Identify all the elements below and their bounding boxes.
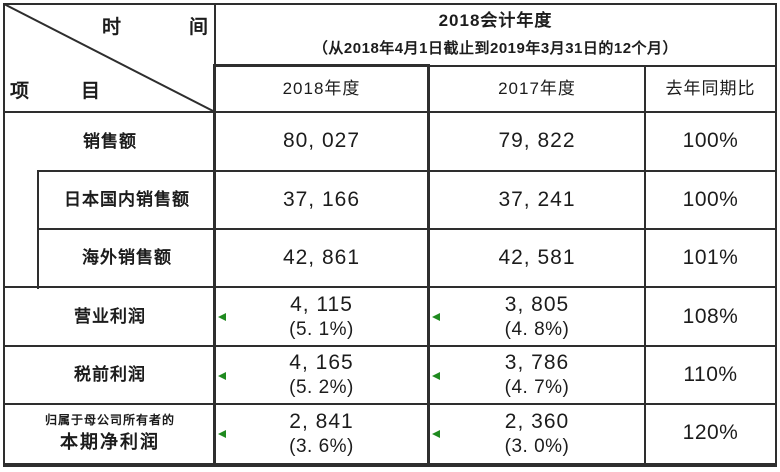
row-label: 税前利润 — [74, 365, 146, 385]
cell-value: 3, 786 — [504, 351, 570, 374]
grid-line — [213, 64, 216, 467]
cell-fy2017: 42, 581 — [498, 245, 576, 269]
grid-line — [3, 3, 5, 467]
cell-fy2018: 42, 861 — [282, 245, 361, 269]
cell-fy2017: 37, 241 — [498, 187, 576, 211]
grid-line — [775, 3, 777, 467]
grid-line — [3, 463, 777, 467]
grid-line — [3, 286, 777, 288]
cell-fy2018: 37, 166 — [282, 187, 361, 211]
cell-percent: (4. 8%) — [504, 319, 570, 341]
cell-value: 2, 841 — [289, 409, 354, 433]
cell-percent: (4. 7%) — [504, 377, 570, 399]
cell-percent: (5. 1%) — [289, 319, 354, 341]
cell-value: 4, 165 — [289, 351, 354, 374]
row-label-line1: 归属于母公司所有者的 — [44, 413, 175, 428]
cell-percent: (5. 2%) — [289, 377, 354, 399]
grid-line — [37, 170, 777, 172]
grid-line — [427, 64, 430, 467]
row-label: 销售额 — [83, 131, 137, 151]
cell-percent: (3. 0%) — [504, 435, 570, 457]
green-marker-icon — [432, 430, 440, 438]
cell-yoy: 100% — [682, 187, 739, 211]
green-marker-icon — [218, 313, 226, 321]
diagonal-divider — [4, 4, 215, 112]
cell-fy2017: 2, 360 (3. 0%) — [430, 405, 644, 462]
cell-yoy: 100% — [682, 129, 739, 153]
cell-yoy: 110% — [683, 362, 738, 386]
column-header-2018: 2018年度 — [282, 79, 361, 99]
cell-yoy: 120% — [682, 421, 739, 445]
grid-line — [3, 111, 777, 113]
cell-fy2018: 2, 841 (3. 6%) — [216, 405, 427, 462]
row-label-line2: 本期净利润 — [60, 432, 160, 453]
column-header-2017: 2017年度 — [498, 79, 576, 99]
cell-percent: (3. 6%) — [289, 435, 354, 457]
grid-line — [430, 65, 777, 67]
column-header-yoy: 去年同期比 — [665, 79, 756, 99]
cell-fy2018: 4, 165 (5. 2%) — [216, 347, 427, 403]
cell-fy2018: 4, 115 (5. 1%) — [216, 289, 427, 345]
green-marker-icon — [432, 372, 440, 380]
row-label: 归属于母公司所有者的 本期净利润 — [5, 405, 215, 462]
cell-fy2018: 80, 027 — [282, 129, 361, 153]
cell-value: 3, 805 — [504, 293, 570, 316]
corner-time-label: 时 间 — [102, 17, 208, 38]
cell-fy2017: 3, 805 (4. 8%) — [430, 289, 644, 345]
fiscal-year-title: 2018会计年度 — [438, 11, 553, 31]
row-label-indented: 海外销售额 — [82, 248, 172, 268]
grid-line — [214, 3, 216, 67]
row-label-indented: 日本国内销售额 — [64, 190, 190, 210]
green-marker-icon — [218, 372, 226, 380]
corner-item-label: 项 目 — [10, 81, 100, 102]
cell-fy2017: 79, 822 — [498, 129, 576, 153]
grid-line — [37, 228, 777, 230]
green-marker-icon — [218, 430, 226, 438]
cell-value: 4, 115 — [290, 293, 353, 316]
cell-yoy: 108% — [682, 304, 739, 328]
grid-line — [3, 403, 777, 405]
grid-line — [3, 3, 777, 5]
grid-line — [3, 345, 777, 347]
row-label: 营业利润 — [74, 307, 146, 327]
cell-yoy: 101% — [682, 245, 739, 269]
grid-line — [644, 66, 646, 465]
cell-value: 2, 360 — [504, 409, 570, 433]
grid-line — [213, 64, 430, 67]
green-marker-icon — [432, 313, 440, 321]
cell-fy2017: 3, 786 (4. 7%) — [430, 347, 644, 403]
fiscal-year-subtitle: （从2018年4月1日截止到2019年3月31日的12个月） — [312, 39, 679, 57]
